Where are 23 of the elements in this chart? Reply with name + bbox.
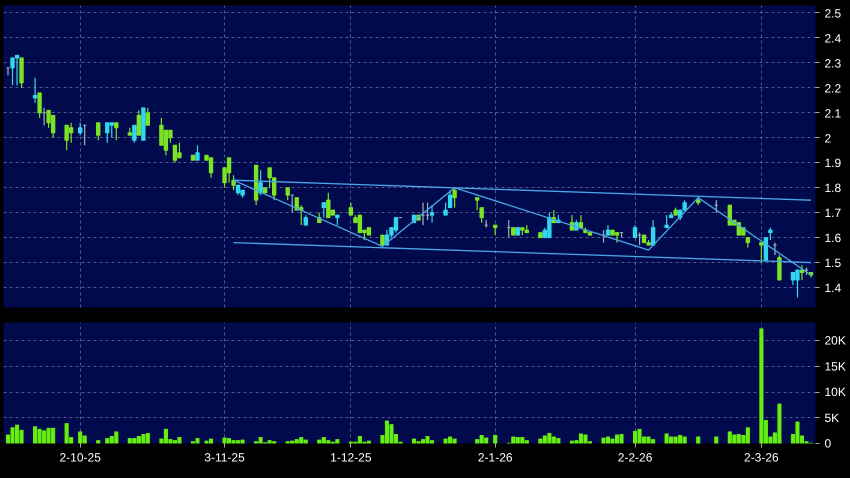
y-tick-label: 1.7 [824,206,842,220]
y-tick-label: 2.1 [824,106,842,120]
y-tick-label: 2.2 [824,81,842,96]
x-tick-label: 2-1-26 [478,450,513,464]
y-tick-label: 2.4 [824,31,842,46]
y-tick-label: 2.3 [824,56,842,70]
y-tick-label: 1.6 [824,231,842,246]
x-tick-label: 3-11-25 [204,450,246,464]
x-tick-label: 2-2-26 [618,450,653,464]
y-tick-label: 15K [824,359,846,374]
x-tick-label: 2-10-25 [60,450,102,464]
y-tick-label: 1.9 [824,156,842,170]
y-tick-label: 1.8 [824,181,842,196]
y-tick-label: 20K [824,334,846,348]
y-tick-label: 10K [824,385,846,400]
y-tick-label: 5K [824,410,840,425]
y-tick-label: 2.5 [824,6,842,20]
y-tick-label: 1.4 [824,281,842,296]
y-tick-label: 2 [824,131,832,146]
y-tick-label: 0 [824,436,832,450]
x-tick-label: 1-12-25 [330,450,372,464]
x-tick-label: 2-3-26 [744,450,780,464]
y-tick-label: 1.5 [824,256,842,270]
